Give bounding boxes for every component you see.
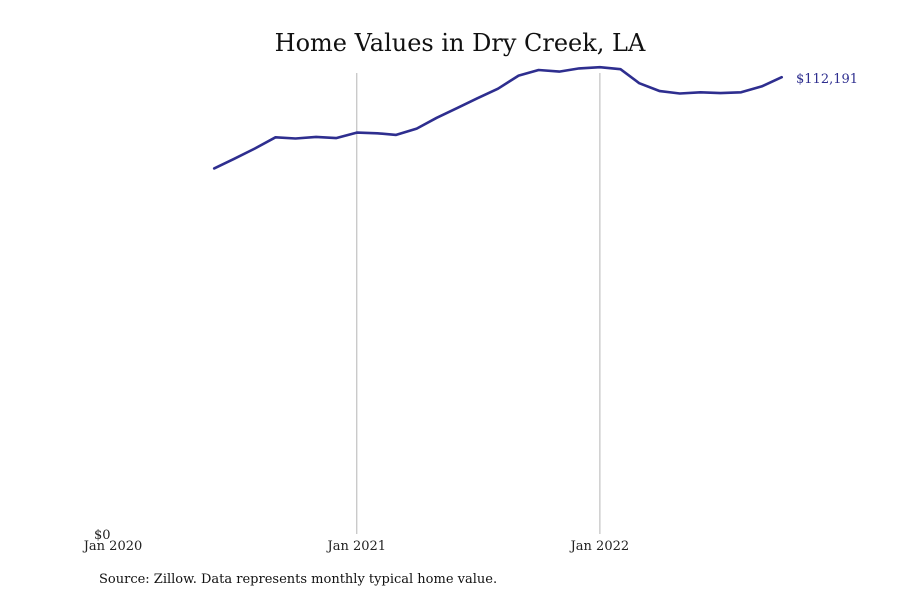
- x-tick-label: Jan 2020: [82, 539, 143, 554]
- series-group: [212, 65, 784, 170]
- x-tick-label: Jan 2022: [569, 539, 630, 554]
- y-axis-ticks: $0: [94, 528, 111, 543]
- gridlines: [356, 73, 601, 534]
- source-note: Source: Zillow. Data represents monthly …: [99, 572, 498, 587]
- end-value-label: $112,191: [796, 72, 858, 87]
- x-tick-label: Jan 2021: [325, 539, 386, 554]
- series-line-0: [212, 65, 784, 170]
- y-tick-label: $0: [94, 528, 111, 543]
- x-axis-ticks: Jan 2020 Jan 2021 Jan 2022: [82, 539, 629, 554]
- chart-title: Home Values in Dry Creek, LA: [275, 29, 646, 57]
